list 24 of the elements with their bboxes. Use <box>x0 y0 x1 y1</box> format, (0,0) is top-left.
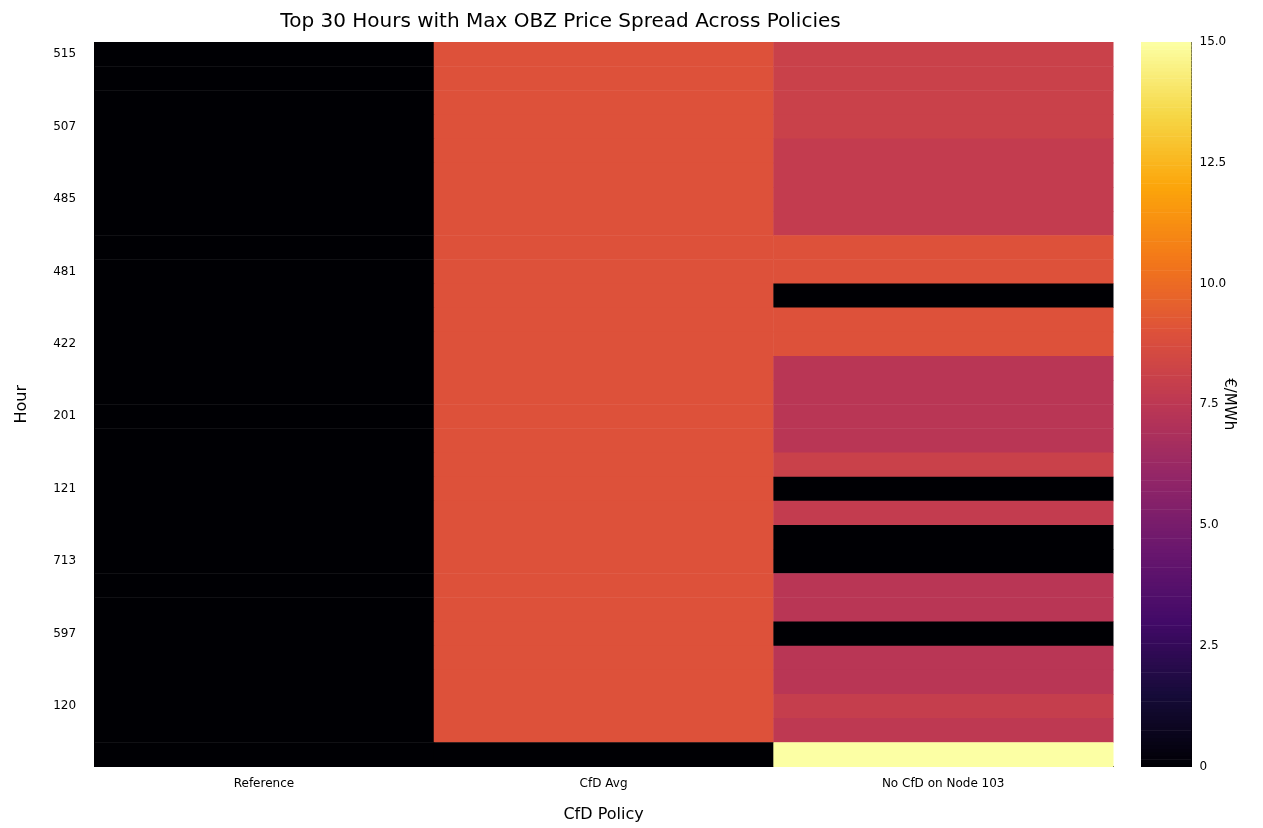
color-bar-label: 15.0 <box>1199 34 1227 49</box>
y-axis-title: Hour <box>10 384 30 424</box>
y-tick-label: 485 <box>53 191 77 206</box>
chart-title: Top 30 Hours with Max OBZ Price Spread Across Policies <box>279 8 841 33</box>
y-tick-label: 481 <box>53 263 77 278</box>
y-tick-label: 597 <box>53 625 77 640</box>
x-tick-label: CfD Avg <box>579 775 628 790</box>
color-bar-label: 2.5 <box>1199 637 1219 652</box>
color-bar-label: 5.0 <box>1199 517 1219 532</box>
x-tick-label: No CfD on Node 103 <box>881 775 1005 790</box>
color-bar-label: 7.5 <box>1199 396 1219 411</box>
color-bar-label: 12.5 <box>1199 154 1227 169</box>
color-bar-label: 0 <box>1199 758 1208 773</box>
y-tick-label: 515 <box>53 46 77 61</box>
y-tick-label: 507 <box>53 118 77 133</box>
y-tick-label: 121 <box>53 480 77 495</box>
y-tick-label: 201 <box>53 408 77 423</box>
color-bar-label: 10.0 <box>1199 275 1227 290</box>
x-tick-label: Reference <box>233 775 295 790</box>
y-tick-label: 120 <box>53 698 77 713</box>
color-bar-title: €/MWh <box>1221 378 1240 431</box>
y-tick-label: 713 <box>53 553 77 568</box>
y-tick-label: 422 <box>53 335 77 350</box>
x-axis-title: CfD Policy <box>563 803 644 823</box>
